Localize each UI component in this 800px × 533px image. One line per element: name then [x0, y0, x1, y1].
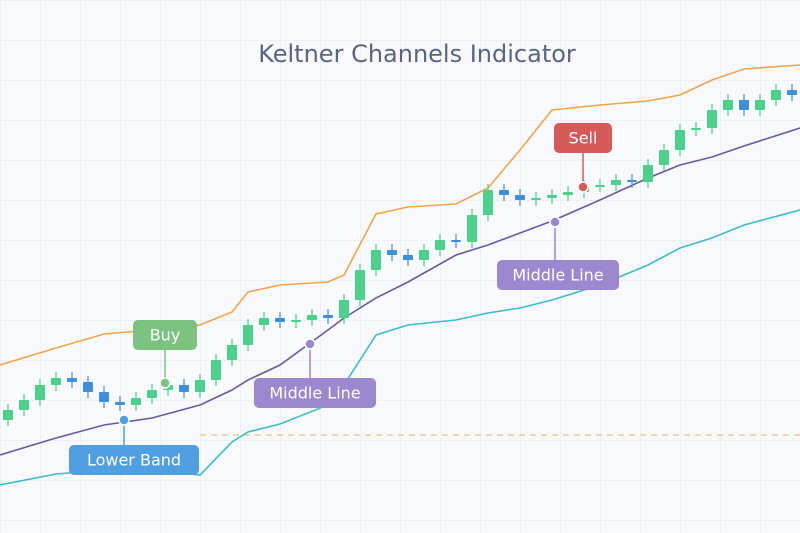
candle-body [99, 392, 109, 402]
candle-body [787, 90, 797, 95]
annotation-box [69, 445, 199, 475]
annotation-dot [118, 414, 130, 426]
chart-title: Keltner Channels Indicator [258, 40, 576, 68]
candle-body [643, 165, 653, 182]
candle-body [467, 215, 477, 242]
candle-body [611, 180, 621, 185]
annotation-label: Buy [150, 326, 181, 345]
candle-body [499, 190, 509, 195]
candle-body [563, 192, 573, 195]
candle-body [451, 240, 461, 242]
candle-body [691, 128, 701, 130]
candle-body [531, 198, 541, 200]
candle-body [115, 402, 125, 405]
candle-body [243, 325, 253, 345]
candle-body [323, 315, 333, 318]
candle-body [291, 320, 301, 322]
candle-body [147, 390, 157, 398]
annotation-label: Sell [569, 129, 598, 148]
annotation-label: Lower Band [87, 451, 181, 470]
annotation-box [497, 260, 619, 290]
candle-body [35, 385, 45, 400]
candle-body [659, 150, 669, 165]
annotation-dot [304, 338, 316, 350]
annotation-box [254, 378, 376, 408]
band-line [0, 127, 800, 456]
candle-body [515, 195, 525, 200]
candle-body [547, 195, 557, 198]
candle-body [19, 400, 29, 410]
candle-body [307, 315, 317, 320]
candle-body [195, 380, 205, 392]
candle-body [755, 100, 765, 110]
candle-body [339, 300, 349, 318]
candle-body [275, 318, 285, 322]
candle-body [211, 360, 221, 380]
candle-body [259, 318, 269, 325]
candle-body [675, 130, 685, 150]
candle-body [227, 345, 237, 360]
annotation-box [133, 320, 197, 350]
candle-body [387, 250, 397, 255]
candle-body [131, 398, 141, 405]
annotation-dot [549, 216, 561, 228]
candle-body [371, 250, 381, 270]
annotation-box [554, 123, 612, 153]
candle-body [483, 190, 493, 215]
candle-body [51, 378, 61, 385]
candle-body [179, 385, 189, 392]
candle-body [627, 180, 637, 182]
candle-body [67, 378, 77, 382]
annotation-label: Middle Line [269, 384, 360, 403]
candle-body [355, 270, 365, 300]
candle-body [595, 185, 605, 187]
candle-body [403, 255, 413, 260]
candle-body [83, 382, 93, 392]
annotation-label: Middle Line [512, 266, 603, 285]
candle-body [435, 240, 445, 250]
annotation-dot [159, 377, 171, 389]
candle-body [771, 90, 781, 100]
candle-body [707, 110, 717, 128]
candle-body [419, 250, 429, 260]
candle-body [723, 100, 733, 110]
candle-body [3, 410, 13, 420]
annotation-dot [577, 181, 589, 193]
candle-body [739, 100, 749, 110]
